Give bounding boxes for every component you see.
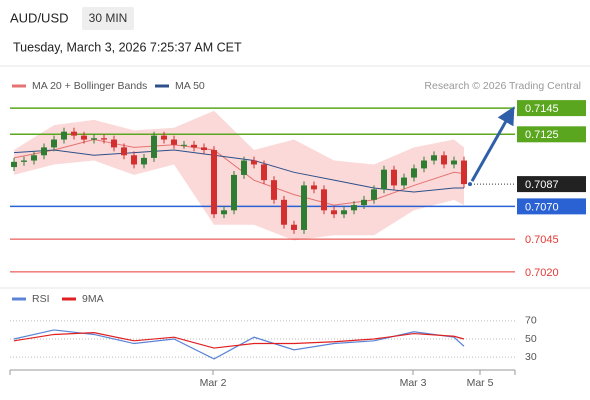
timeframe: 30 MIN: [89, 11, 128, 25]
pivot-badge: [517, 198, 586, 215]
candle-body: [371, 189, 377, 200]
last-price-label: 0.7087: [525, 179, 559, 191]
candle-body: [221, 210, 227, 215]
pivot-label: 0.7070: [525, 201, 559, 213]
candle-body: [51, 139, 57, 148]
rsi-tick-label: 70: [525, 315, 537, 327]
timestamp: Tuesday, March 3, 2026 7:25:37 AM CET: [13, 40, 242, 54]
candle-body: [171, 139, 177, 145]
candle-body: [101, 138, 107, 140]
candle-body: [151, 135, 157, 158]
candle-body: [191, 144, 197, 148]
candle-body: [21, 160, 27, 162]
candle-body: [231, 174, 237, 211]
legend-label: RSI: [32, 293, 50, 305]
candle-body: [361, 199, 367, 206]
candle-body: [41, 147, 47, 156]
candle-body: [241, 160, 247, 175]
candle-body: [61, 131, 67, 140]
source: Research © 2026 Trading Central: [424, 80, 581, 92]
candle-body: [11, 161, 17, 168]
candle-body: [391, 169, 397, 186]
candle-body: [141, 157, 147, 165]
legend-label: 9MA: [82, 293, 104, 305]
x-tick-label: Mar 2: [200, 377, 227, 389]
candle-body: [281, 199, 287, 225]
candle-body: [451, 160, 457, 165]
candle-body: [71, 131, 77, 136]
candle-body: [251, 160, 257, 165]
rsi-tick-label: 50: [525, 333, 537, 345]
candle-body: [421, 160, 427, 169]
candle-body: [121, 147, 127, 156]
candle-body: [431, 155, 437, 161]
legend-label: MA 50: [175, 80, 205, 92]
candle-body: [461, 160, 467, 185]
rsi-line: [13, 329, 465, 360]
candle-body: [341, 210, 347, 215]
resistance-label: 0.7125: [525, 129, 559, 141]
legend-label: MA 20 + Bollinger Bands: [32, 80, 147, 92]
candle-body: [381, 169, 387, 190]
support-label: 0.7045: [525, 234, 559, 246]
candle-body: [261, 164, 267, 181]
x-tick-label: Mar 5: [467, 377, 494, 389]
resistance-badge: [517, 126, 586, 143]
candle-body: [161, 135, 167, 140]
candle-body: [351, 205, 357, 211]
candle-body: [81, 135, 87, 140]
candle-body: [321, 189, 327, 211]
candle-body: [291, 224, 297, 230]
candle-body: [331, 210, 337, 215]
candle-body: [441, 155, 447, 165]
rsi-tick-label: 30: [525, 351, 537, 363]
candle-body: [91, 138, 97, 140]
candle-body: [271, 180, 277, 200]
last-price-badge: [517, 176, 586, 193]
candle-body: [111, 139, 117, 148]
timeframe-badge: [82, 7, 134, 30]
support-label: 0.7020: [525, 267, 559, 279]
candle-body: [301, 185, 307, 230]
candle-body: [401, 177, 407, 186]
last-price-dot: [468, 182, 472, 187]
candle-body: [181, 144, 187, 146]
rsi-line: [13, 332, 465, 349]
candle-body: [311, 185, 317, 190]
candle-body: [211, 150, 217, 215]
resistance-badge: [517, 100, 586, 117]
target-arrow: [470, 106, 515, 182]
candle-body: [131, 155, 137, 165]
candle-body: [411, 168, 417, 178]
resistance-label: 0.7145: [525, 103, 559, 115]
candle-body: [201, 147, 207, 151]
symbol: AUD/USD: [10, 10, 69, 25]
candle-body: [31, 155, 37, 161]
x-tick-label: Mar 3: [400, 377, 427, 389]
